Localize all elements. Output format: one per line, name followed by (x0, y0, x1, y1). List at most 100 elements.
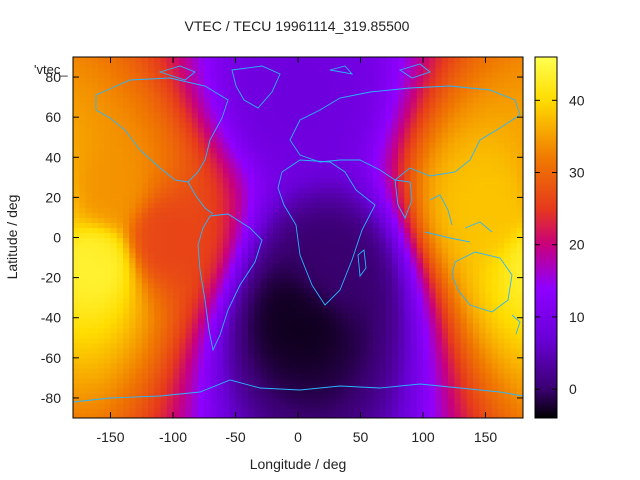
heatmap-cell (123, 317, 130, 324)
heatmap-cell (316, 272, 324, 279)
heatmap-cell (191, 322, 199, 329)
heatmap-cell (91, 367, 99, 374)
heatmap-cell (241, 392, 249, 399)
heatmap-cell (110, 267, 118, 274)
heatmap-cell (204, 242, 212, 249)
heatmap-cell (260, 407, 268, 414)
heatmap-cell (304, 407, 312, 414)
heatmap-cell (160, 142, 168, 148)
heatmap-cell (366, 117, 374, 123)
heatmap-cell (416, 222, 424, 229)
heatmap-cell (173, 187, 180, 193)
heatmap-cell (404, 287, 412, 294)
heatmap-cell (510, 92, 518, 98)
heatmap-cell (404, 137, 412, 143)
heatmap-cell (454, 347, 462, 354)
heatmap-cell (154, 187, 162, 193)
heatmap-cell (504, 307, 512, 314)
heatmap-cell (116, 232, 124, 239)
heatmap-cell (148, 302, 155, 309)
heatmap-cell (273, 297, 280, 304)
heatmap-cell (173, 412, 180, 418)
heatmap-cell (91, 137, 99, 143)
heatmap-cell (329, 207, 337, 214)
heatmap-cell (73, 332, 80, 339)
heatmap-cell (179, 382, 187, 389)
heatmap-cell (498, 367, 505, 374)
heatmap-cell (73, 77, 80, 83)
heatmap-cell (116, 377, 124, 384)
heatmap-cell (354, 367, 362, 374)
heatmap-cell (304, 332, 312, 339)
heatmap-cell (273, 227, 280, 234)
heatmap-cell (510, 287, 518, 294)
heatmap-cell (423, 392, 430, 399)
heatmap-cell (504, 257, 512, 264)
heatmap-cell (316, 362, 324, 369)
heatmap-cell (466, 192, 474, 198)
heatmap-cell (316, 352, 324, 359)
heatmap-cell (235, 202, 243, 209)
heatmap-cell (316, 277, 324, 284)
heatmap-cell (516, 367, 523, 374)
heatmap-cell (391, 347, 399, 354)
heatmap-cell (260, 242, 268, 249)
heatmap-cell (123, 367, 130, 374)
heatmap-cell (123, 132, 130, 138)
heatmap-cell (348, 232, 355, 239)
heatmap-cell (160, 132, 168, 138)
heatmap-cell (285, 97, 293, 103)
heatmap-cell (479, 82, 487, 88)
heatmap-cell (373, 102, 380, 108)
heatmap-cell (498, 272, 505, 279)
heatmap-cell (135, 167, 143, 173)
heatmap-cell (148, 392, 155, 399)
heatmap-cell (329, 282, 337, 289)
heatmap-cell (254, 277, 262, 284)
heatmap-cell (498, 202, 505, 209)
heatmap-cell (385, 152, 393, 158)
heatmap-cell (91, 252, 99, 259)
heatmap-cell (454, 197, 462, 203)
heatmap-cell (429, 87, 437, 93)
heatmap-cell (423, 197, 430, 203)
heatmap-cell (354, 352, 362, 359)
heatmap-cell (241, 232, 249, 239)
heatmap-cell (310, 412, 318, 418)
heatmap-cell (335, 327, 343, 334)
heatmap-cell (310, 97, 318, 103)
heatmap-cell (110, 207, 118, 214)
heatmap-cell (135, 87, 143, 93)
heatmap-cell (254, 247, 262, 254)
heatmap-cell (229, 207, 237, 214)
heatmap-cell (79, 102, 87, 108)
heatmap-cell (366, 232, 374, 239)
heatmap-cell (110, 142, 118, 148)
heatmap-cell (154, 192, 162, 198)
heatmap-cell (360, 182, 368, 188)
heatmap-cell (398, 317, 405, 324)
heatmap-cell (91, 222, 99, 229)
heatmap-cell (510, 322, 518, 329)
heatmap-cell (216, 397, 224, 404)
heatmap-cell (98, 412, 105, 418)
heatmap-cell (304, 152, 312, 158)
heatmap-cell (360, 367, 368, 374)
heatmap-cell (373, 397, 380, 404)
heatmap-cell (185, 337, 193, 344)
heatmap-cell (366, 207, 374, 214)
heatmap-cell (129, 82, 137, 88)
heatmap-cell (98, 247, 105, 254)
heatmap-cell (491, 252, 499, 259)
heatmap-cell (366, 187, 374, 193)
heatmap-cell (191, 72, 199, 78)
heatmap-cell (191, 332, 199, 339)
heatmap-cell (516, 312, 523, 319)
heatmap-cell (341, 312, 349, 319)
heatmap-cell (354, 327, 362, 334)
heatmap-cell (191, 397, 199, 404)
heatmap-cell (460, 132, 468, 138)
heatmap-cell (223, 187, 230, 193)
heatmap-cell (116, 117, 124, 123)
heatmap-cell (298, 387, 305, 394)
